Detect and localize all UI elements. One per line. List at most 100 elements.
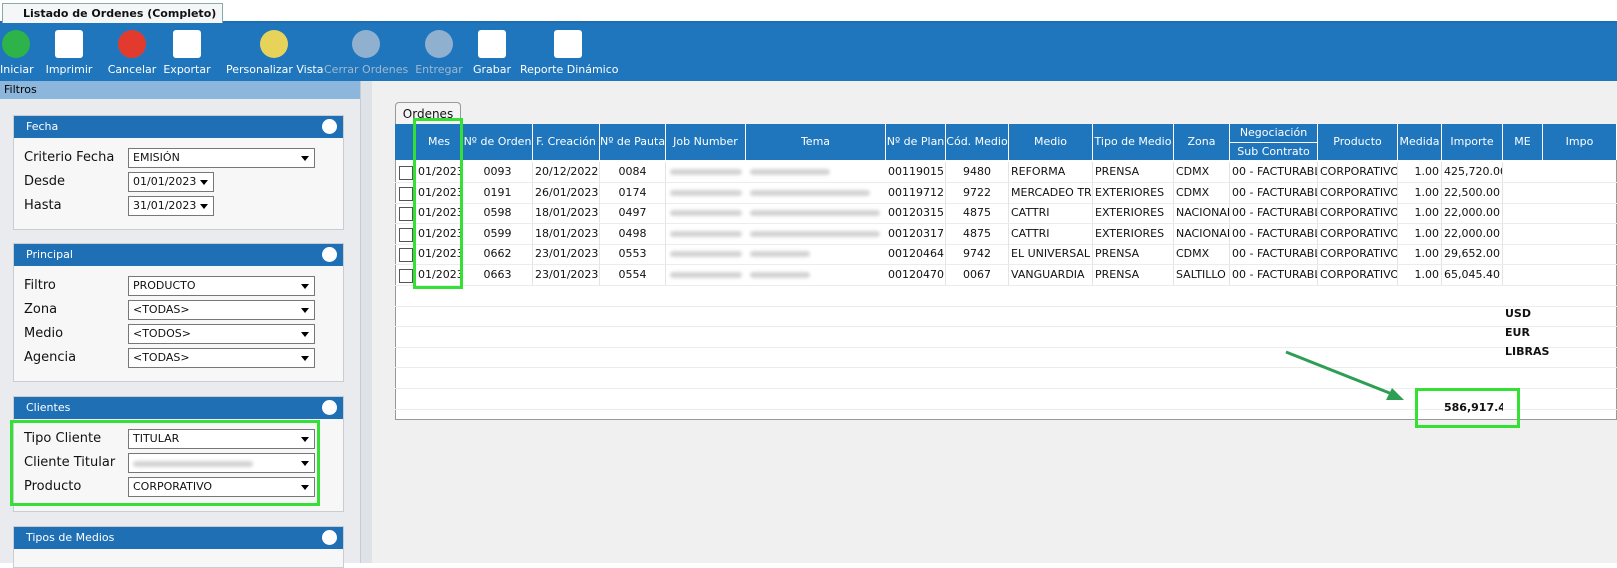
- grid-cell[interactable]: CATTRI: [1009, 203, 1093, 224]
- grid-cell[interactable]: 29,652.00: [1442, 244, 1503, 265]
- grid-cell[interactable]: EXTERIORES: [1093, 182, 1174, 203]
- grid-cell[interactable]: 0084: [600, 162, 666, 182]
- dropdown[interactable]: 31/01/2023: [128, 196, 214, 216]
- toolbar-button[interactable]: Entregar: [412, 23, 466, 81]
- grid-cell[interactable]: CORPORATIVO: [1318, 162, 1398, 182]
- grid-cell[interactable]: CDMX: [1174, 162, 1230, 182]
- header-cell[interactable]: Cód. Medio: [946, 124, 1009, 160]
- grid-cell[interactable]: 00119015: [886, 162, 946, 182]
- grid-cell[interactable]: 00120470: [886, 265, 946, 285]
- section-header[interactable]: Principal: [14, 244, 343, 266]
- grid-cell[interactable]: NACIONAL: [1174, 203, 1230, 224]
- header-cell[interactable]: F. Creación: [533, 124, 600, 160]
- collapse-button[interactable]: [322, 247, 337, 262]
- row-checkbox[interactable]: [399, 227, 413, 242]
- grid-cell[interactable]: 22,000.00: [1442, 223, 1503, 244]
- section-header[interactable]: Clientes: [14, 397, 343, 419]
- dropdown[interactable]: <TODAS>: [128, 300, 315, 320]
- section-header[interactable]: Fecha: [14, 116, 343, 138]
- header-cell[interactable]: Medida: [1398, 124, 1442, 160]
- toolbar-button[interactable]: Grabar: [470, 23, 514, 81]
- section-header[interactable]: Tipos de Medios: [14, 527, 343, 549]
- row-checkbox[interactable]: [399, 269, 413, 283]
- grid-cell[interactable]: 0498: [600, 223, 666, 244]
- header-cell[interactable]: ME: [1503, 124, 1543, 160]
- toolbar-button[interactable]: Exportar: [158, 23, 216, 81]
- grid-cell[interactable]: 00 - FACTURABLE: [1230, 265, 1318, 285]
- grid-cell[interactable]: 18/01/2023: [533, 203, 600, 224]
- dropdown[interactable]: EMISIÓN: [128, 148, 315, 168]
- header-cell[interactable]: Job Number: [666, 124, 746, 160]
- collapse-button[interactable]: [322, 119, 337, 134]
- grid-cell[interactable]: 1.00: [1398, 265, 1442, 285]
- header-cell[interactable]: Producto: [1318, 124, 1398, 160]
- grid-cell[interactable]: 0067: [946, 265, 1009, 285]
- grid-cell[interactable]: 4875: [946, 223, 1009, 244]
- grid-cell[interactable]: 00119712: [886, 182, 946, 203]
- grid-cell[interactable]: CDMX: [1174, 244, 1230, 265]
- toolbar-button[interactable]: Imprimir: [40, 23, 98, 81]
- window-tab[interactable]: Listado de Ordenes (Completo): [2, 3, 224, 23]
- grid-cell[interactable]: 1.00: [1398, 162, 1442, 182]
- grid-cell[interactable]: PRENSA: [1093, 265, 1174, 285]
- grid-cell[interactable]: CDMX: [1174, 182, 1230, 203]
- dropdown[interactable]: 01/01/2023: [128, 172, 214, 192]
- grid-cell[interactable]: 0174: [600, 182, 666, 203]
- row-checkbox[interactable]: [399, 166, 413, 180]
- grid-cell[interactable]: 0497: [600, 203, 666, 224]
- grid-cell[interactable]: EXTERIORES: [1093, 223, 1174, 244]
- grid-cell[interactable]: SALTILLO: [1174, 265, 1230, 285]
- grid-cell[interactable]: 00 - FACTURABLE: [1230, 162, 1318, 182]
- header-cell[interactable]: Nº de Orden: [463, 124, 533, 160]
- header-cell[interactable]: Negociación: [1230, 124, 1318, 142]
- grid-cell[interactable]: 00 - FACTURABLE: [1230, 244, 1318, 265]
- grid-cell[interactable]: 22,000.00: [1442, 203, 1503, 224]
- grid-cell[interactable]: REFORMA: [1009, 162, 1093, 182]
- grid-cell[interactable]: 22,500.00: [1442, 182, 1503, 203]
- dropdown[interactable]: <TODOS>: [128, 324, 315, 344]
- header-cell[interactable]: Importe: [1442, 124, 1503, 160]
- toolbar-button[interactable]: Reporte Dinámico: [520, 23, 619, 81]
- grid-cell[interactable]: EXTERIORES: [1093, 203, 1174, 224]
- grid-cell[interactable]: 00120464: [886, 244, 946, 265]
- header-cell[interactable]: Impo: [1543, 124, 1617, 160]
- collapse-button[interactable]: [322, 530, 337, 545]
- grid-cell[interactable]: 65,045.40: [1442, 265, 1503, 285]
- header-cell[interactable]: Mes: [416, 124, 463, 160]
- dropdown[interactable]: [128, 453, 315, 473]
- grid-cell[interactable]: 23/01/2023: [533, 244, 600, 265]
- grid-cell[interactable]: MERCADEO TRES: [1009, 182, 1093, 203]
- toolbar-button[interactable]: Personalizar Vista: [226, 23, 323, 81]
- dropdown[interactable]: CORPORATIVO: [128, 477, 315, 497]
- grid-cell[interactable]: 0554: [600, 265, 666, 285]
- grid-cell[interactable]: 00120315: [886, 203, 946, 224]
- toolbar-button[interactable]: Iniciar: [0, 23, 34, 81]
- grid-cell[interactable]: PRENSA: [1093, 244, 1174, 265]
- dropdown[interactable]: TITULAR: [128, 429, 315, 449]
- grid-cell[interactable]: 0191: [463, 182, 533, 203]
- header-cell[interactable]: Nº de Pauta: [600, 124, 666, 160]
- grid-cell[interactable]: CORPORATIVO: [1318, 223, 1398, 244]
- grid-cell[interactable]: 00120317: [886, 223, 946, 244]
- toolbar-button[interactable]: Cancelar: [104, 23, 160, 81]
- header-cell[interactable]: Medio: [1009, 124, 1093, 160]
- row-checkbox[interactable]: [399, 207, 413, 222]
- grid-cell[interactable]: 0662: [463, 244, 533, 265]
- header-cell[interactable]: Nº de Plan: [886, 124, 946, 160]
- grid-cell[interactable]: CORPORATIVO: [1318, 203, 1398, 224]
- collapse-button[interactable]: [322, 400, 337, 415]
- grid-cell[interactable]: 18/01/2023: [533, 223, 600, 244]
- grid-cell[interactable]: CORPORATIVO: [1318, 244, 1398, 265]
- grid-cell[interactable]: 00 - FACTURABLE: [1230, 223, 1318, 244]
- grid-cell[interactable]: CATTRI: [1009, 223, 1093, 244]
- grid-cell[interactable]: VANGUARDIA: [1009, 265, 1093, 285]
- grid-cell[interactable]: 23/01/2023: [533, 265, 600, 285]
- grid-cell[interactable]: 9742: [946, 244, 1009, 265]
- dropdown[interactable]: PRODUCTO: [128, 276, 315, 296]
- grid-cell[interactable]: 0093: [463, 162, 533, 182]
- grid-cell[interactable]: 1.00: [1398, 182, 1442, 203]
- header-cell[interactable]: Zona: [1174, 124, 1230, 160]
- grid-cell[interactable]: 0599: [463, 223, 533, 244]
- grid-cell[interactable]: EL UNIVERSAL: [1009, 244, 1093, 265]
- grid-cell[interactable]: 1.00: [1398, 223, 1442, 244]
